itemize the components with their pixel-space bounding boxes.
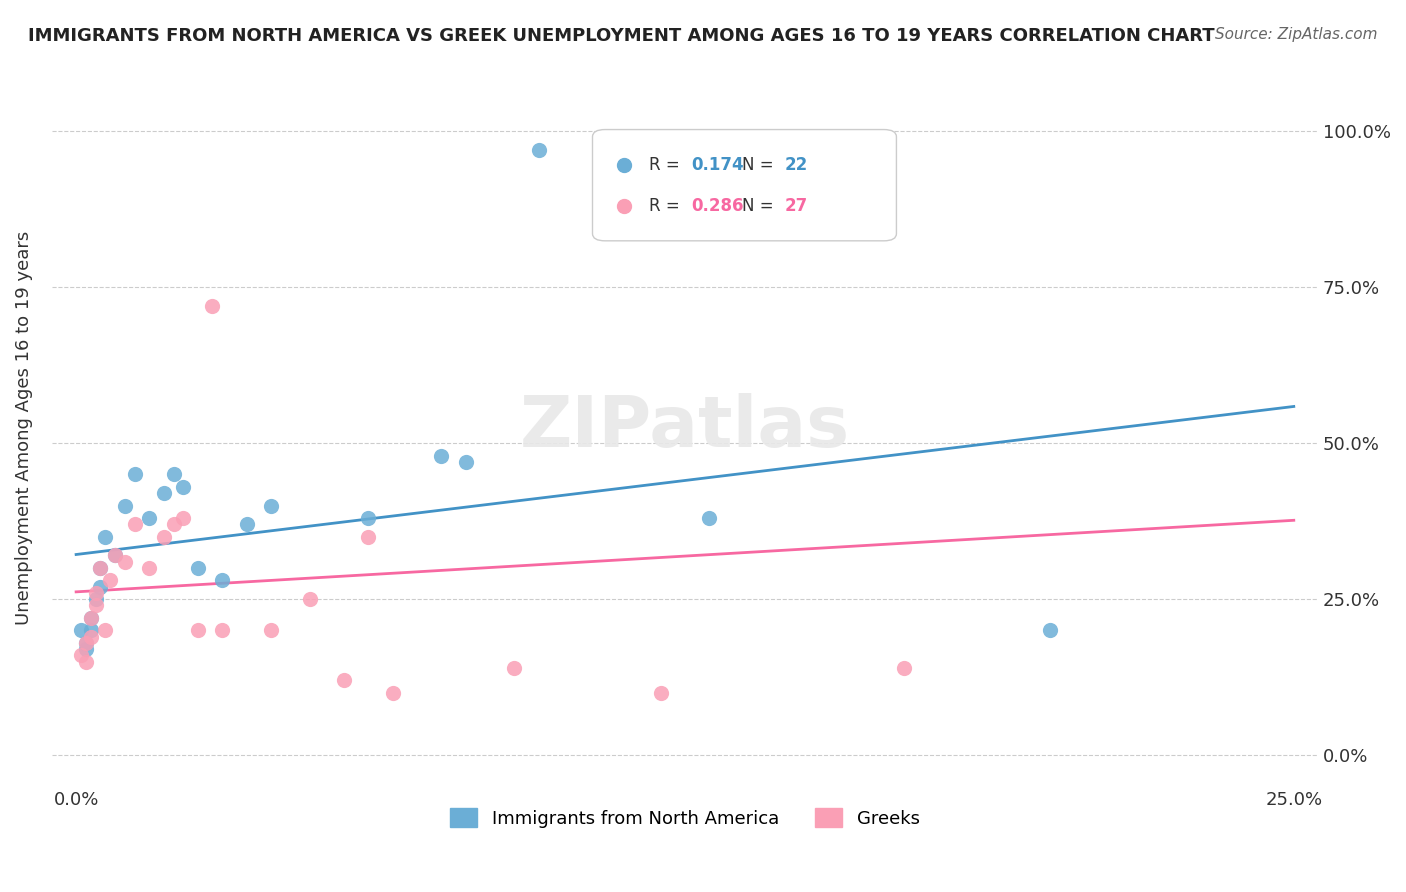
Point [75, 642, 97, 657]
Point [430, 449, 453, 463]
Point [201, 299, 224, 313]
Point [152, 486, 174, 500]
Point [1039, 624, 1062, 638]
Point [172, 511, 194, 525]
Point [80, 611, 103, 625]
Point [124, 467, 146, 482]
Point [84, 592, 107, 607]
Point [98, 574, 121, 588]
Point [89, 561, 111, 575]
Y-axis label: Unemployment Among Ages 16 to 19 years: Unemployment Among Ages 16 to 19 years [15, 230, 32, 624]
Text: 22: 22 [785, 156, 808, 175]
Point [114, 499, 136, 513]
Point [80, 624, 103, 638]
Point [260, 624, 283, 638]
Point [357, 530, 380, 544]
Point [89, 561, 111, 575]
FancyBboxPatch shape [592, 129, 897, 241]
Text: Source: ZipAtlas.com: Source: ZipAtlas.com [1215, 27, 1378, 42]
Legend: Immigrants from North America, Greeks: Immigrants from North America, Greeks [443, 801, 927, 835]
Point [893, 661, 915, 675]
Text: N =: N = [742, 197, 779, 215]
Point [80, 611, 103, 625]
Point [75, 655, 97, 669]
Point [70, 624, 93, 638]
Point [84, 599, 107, 613]
Point [298, 592, 321, 607]
Point [94, 624, 117, 638]
Point [162, 467, 184, 482]
Point [138, 511, 160, 525]
Point [211, 624, 233, 638]
Point [187, 561, 209, 575]
Text: R =: R = [650, 156, 686, 175]
Point [381, 686, 404, 700]
Point [80, 630, 103, 644]
Text: 27: 27 [785, 197, 808, 215]
Point [104, 549, 127, 563]
Point [94, 530, 117, 544]
Point [454, 455, 477, 469]
Point [104, 549, 127, 563]
Point [211, 574, 233, 588]
Text: 0.174: 0.174 [692, 156, 744, 175]
Point [172, 480, 194, 494]
Point [527, 143, 550, 157]
Text: N =: N = [742, 156, 779, 175]
Point [138, 561, 160, 575]
Point [124, 517, 146, 532]
Point [235, 517, 257, 532]
Point [75, 636, 97, 650]
Point [152, 530, 174, 544]
Point [503, 661, 526, 675]
Point [75, 636, 97, 650]
Text: R =: R = [650, 197, 686, 215]
Point [187, 624, 209, 638]
Text: ZIPatlas: ZIPatlas [520, 393, 851, 462]
Point [162, 517, 184, 532]
Point [260, 499, 283, 513]
Point [114, 555, 136, 569]
Point [70, 648, 93, 663]
Point [697, 511, 720, 525]
Point [697, 155, 720, 169]
Text: IMMIGRANTS FROM NORTH AMERICA VS GREEK UNEMPLOYMENT AMONG AGES 16 TO 19 YEARS CO: IMMIGRANTS FROM NORTH AMERICA VS GREEK U… [28, 27, 1215, 45]
Point [84, 586, 107, 600]
Point [89, 580, 111, 594]
Point [357, 511, 380, 525]
Point [333, 673, 356, 688]
Text: 0.286: 0.286 [692, 197, 744, 215]
Point [650, 686, 672, 700]
